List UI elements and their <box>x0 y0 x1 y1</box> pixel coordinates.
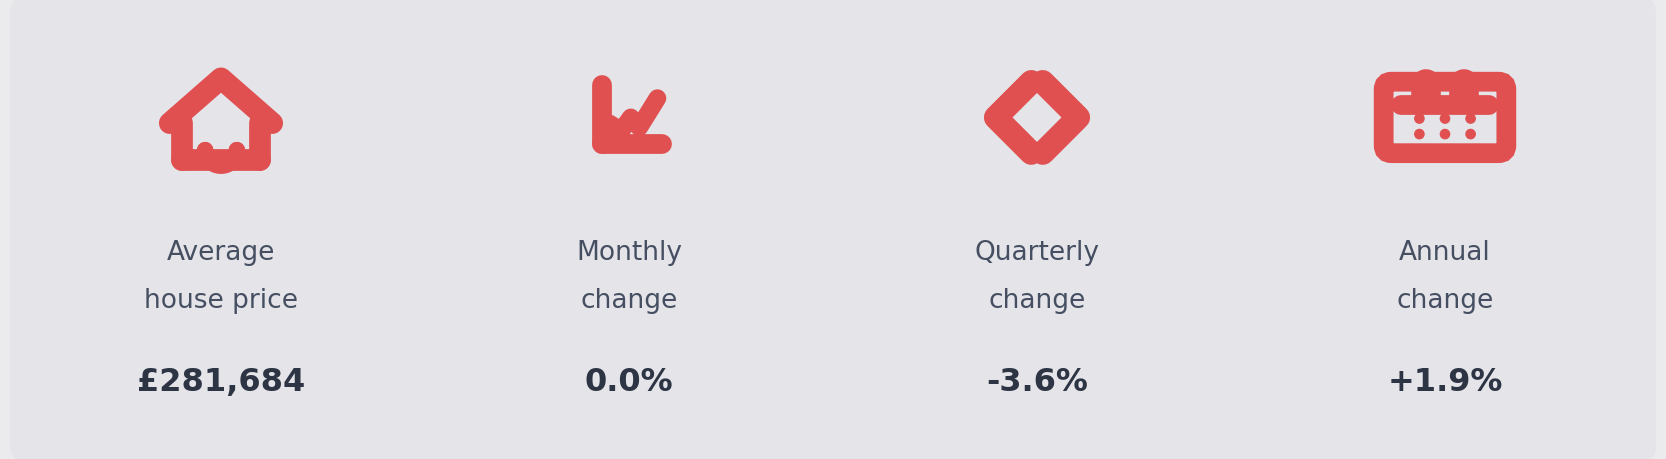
Text: change: change <box>1396 288 1494 313</box>
Text: -3.6%: -3.6% <box>986 367 1088 398</box>
FancyBboxPatch shape <box>10 0 431 459</box>
Text: Average: Average <box>167 240 275 266</box>
Circle shape <box>1441 114 1449 123</box>
Text: change: change <box>580 288 678 313</box>
FancyBboxPatch shape <box>826 0 1248 459</box>
Circle shape <box>1466 129 1474 139</box>
Text: change: change <box>988 288 1086 313</box>
Text: +1.9%: +1.9% <box>1388 367 1503 398</box>
Text: Monthly: Monthly <box>576 240 681 266</box>
Text: Quarterly: Quarterly <box>975 240 1100 266</box>
Text: £281,684: £281,684 <box>137 367 305 398</box>
Text: Annual: Annual <box>1399 240 1491 266</box>
Circle shape <box>1414 114 1424 123</box>
Text: house price: house price <box>143 288 298 313</box>
Circle shape <box>1466 114 1474 123</box>
Circle shape <box>1441 129 1449 139</box>
Text: 0.0%: 0.0% <box>585 367 673 398</box>
FancyBboxPatch shape <box>418 0 840 459</box>
FancyBboxPatch shape <box>1235 0 1656 459</box>
Circle shape <box>1414 129 1424 139</box>
